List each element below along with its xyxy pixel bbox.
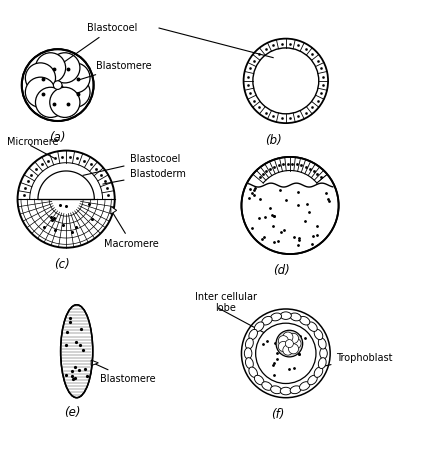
Circle shape — [25, 63, 56, 93]
Circle shape — [36, 53, 65, 83]
Text: (c): (c) — [54, 258, 70, 271]
Text: Blastomere: Blastomere — [78, 61, 152, 80]
Circle shape — [276, 330, 303, 357]
Text: (b): (b) — [265, 133, 282, 146]
Ellipse shape — [318, 358, 326, 369]
Text: (f): (f) — [270, 408, 284, 421]
Circle shape — [288, 333, 299, 343]
Text: Blastocoel: Blastocoel — [77, 154, 180, 176]
Ellipse shape — [300, 317, 310, 325]
Circle shape — [278, 341, 288, 352]
Text: Micromere: Micromere — [7, 137, 59, 147]
Ellipse shape — [61, 305, 93, 398]
Ellipse shape — [308, 375, 317, 385]
Polygon shape — [91, 360, 98, 365]
Ellipse shape — [254, 322, 264, 331]
Circle shape — [25, 77, 56, 107]
Ellipse shape — [290, 386, 301, 394]
Ellipse shape — [280, 387, 291, 395]
Ellipse shape — [314, 367, 323, 377]
Polygon shape — [18, 199, 115, 248]
Ellipse shape — [314, 329, 323, 339]
Circle shape — [60, 63, 90, 93]
Circle shape — [54, 81, 62, 89]
Circle shape — [256, 323, 316, 383]
Text: Blastocoel: Blastocoel — [64, 23, 138, 62]
Ellipse shape — [254, 375, 264, 385]
Circle shape — [18, 150, 115, 248]
Circle shape — [283, 332, 293, 342]
Text: Blastomere: Blastomere — [95, 364, 155, 384]
Ellipse shape — [320, 348, 327, 359]
Circle shape — [241, 157, 339, 254]
Circle shape — [291, 339, 301, 348]
Circle shape — [241, 309, 330, 398]
Circle shape — [22, 49, 94, 121]
Ellipse shape — [300, 382, 310, 390]
Ellipse shape — [270, 313, 282, 321]
Ellipse shape — [246, 338, 253, 349]
Circle shape — [244, 39, 328, 123]
Text: (a): (a) — [50, 132, 66, 145]
Ellipse shape — [244, 348, 252, 359]
Text: (d): (d) — [273, 264, 290, 277]
Ellipse shape — [249, 367, 258, 377]
Ellipse shape — [249, 329, 258, 339]
Ellipse shape — [280, 312, 291, 319]
Circle shape — [283, 345, 293, 355]
Text: Blastoderm: Blastoderm — [103, 169, 185, 184]
Polygon shape — [38, 171, 94, 199]
Circle shape — [278, 336, 288, 346]
Circle shape — [36, 87, 65, 118]
Text: (e): (e) — [64, 406, 81, 419]
Circle shape — [285, 339, 293, 348]
Text: Inter cellular
lobe: Inter cellular lobe — [195, 292, 257, 313]
Ellipse shape — [318, 338, 326, 349]
Circle shape — [60, 77, 90, 107]
Polygon shape — [111, 207, 117, 214]
Circle shape — [288, 344, 299, 354]
Circle shape — [50, 53, 80, 83]
Ellipse shape — [290, 313, 301, 321]
Text: Trophoblast: Trophoblast — [324, 352, 393, 366]
Ellipse shape — [308, 322, 317, 331]
Ellipse shape — [262, 382, 272, 390]
Circle shape — [50, 87, 80, 118]
Ellipse shape — [246, 358, 253, 369]
Text: Macromere: Macromere — [104, 209, 159, 248]
Ellipse shape — [270, 386, 282, 394]
Ellipse shape — [262, 317, 272, 325]
